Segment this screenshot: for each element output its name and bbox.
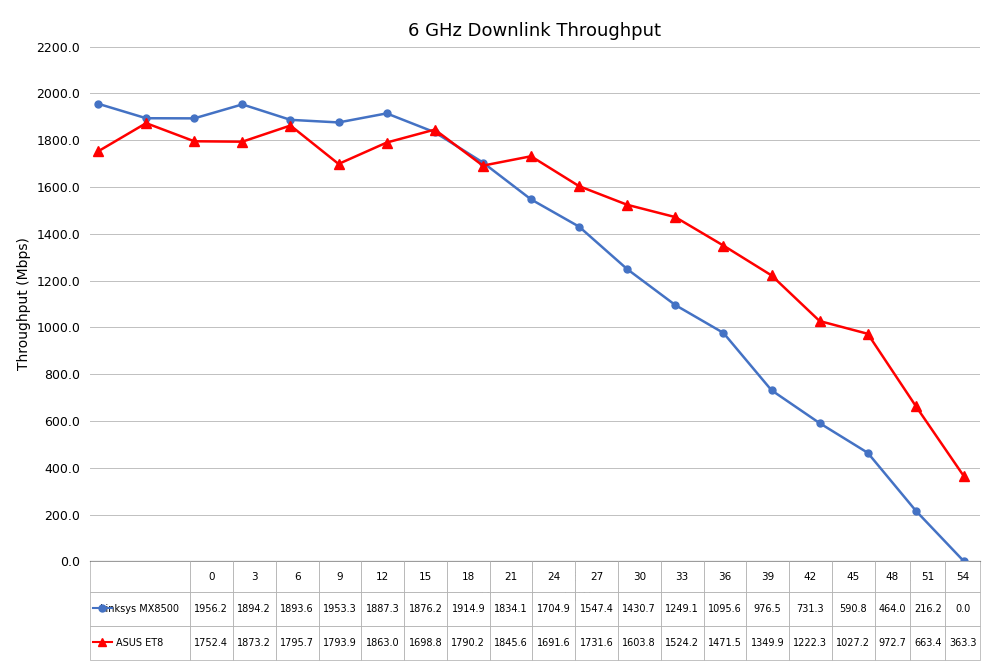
Title: 6 GHz Downlink Throughput: 6 GHz Downlink Throughput [409, 21, 662, 39]
Y-axis label: Throughput (Mbps): Throughput (Mbps) [17, 237, 31, 370]
X-axis label: Attenuation (dB): Attenuation (dB) [477, 590, 593, 604]
